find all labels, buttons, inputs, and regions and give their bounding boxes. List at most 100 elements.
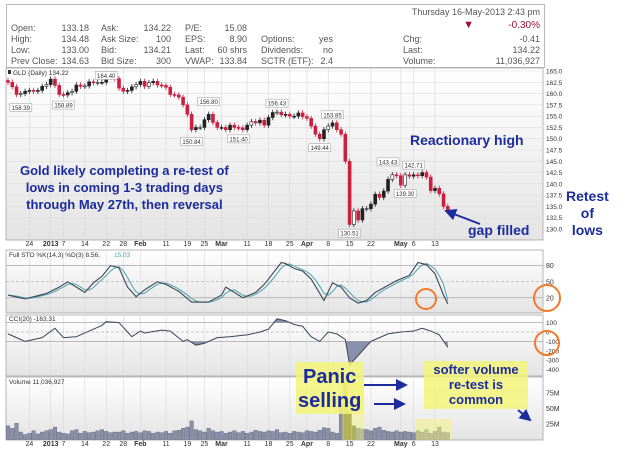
candle-body	[288, 114, 292, 117]
reactionary-high-label: Reactionary high	[410, 132, 524, 148]
volume-bar	[52, 426, 57, 440]
field-value: 2.4	[320, 56, 333, 66]
x-tick-label: 11	[162, 241, 169, 248]
annotation-line: lows in coming 1-3 trading days	[25, 180, 223, 195]
candle-body	[326, 125, 331, 130]
candle-body	[74, 84, 79, 92]
x-tick-label: 19	[183, 241, 191, 248]
y-tick-label: 130.0	[546, 226, 563, 233]
y-tick-label: 147.5	[546, 147, 563, 154]
x-tick-label: 19	[183, 441, 191, 448]
x-tick-label: 7	[62, 241, 66, 248]
candle-body	[283, 114, 288, 116]
candle-body	[164, 85, 168, 88]
volume-bar	[321, 427, 326, 440]
price-label-box	[321, 110, 344, 120]
price-label-box	[402, 160, 425, 170]
y-tick-label: 150.0	[546, 136, 563, 143]
sto-tick-label: 50	[546, 279, 554, 286]
annotation-line: selling	[298, 390, 362, 412]
field-value: 133.18	[61, 23, 89, 33]
field-label: Options:	[261, 34, 295, 44]
volume-bar	[168, 433, 173, 440]
candle-body	[134, 84, 138, 88]
price-label: 142.71	[404, 164, 423, 170]
cci-tick-label: -300	[546, 358, 559, 365]
candle-body	[10, 81, 15, 88]
retest-volume-highlight	[415, 419, 452, 440]
volume-bar	[125, 433, 130, 440]
volume-bar	[245, 433, 250, 440]
candle-body	[53, 78, 57, 86]
candle-body	[19, 93, 23, 95]
volume-bar	[334, 433, 339, 440]
field-value: 134.63	[61, 56, 89, 66]
candle-body	[83, 85, 87, 88]
volume-bar	[159, 432, 164, 440]
volume-bar	[10, 428, 15, 440]
x-tick-label: Mar	[215, 241, 228, 248]
sto-d-line	[7, 263, 449, 303]
candle-body	[377, 193, 382, 198]
price-label: 156.43	[268, 102, 287, 108]
candle-body	[339, 129, 343, 135]
volume-tick-label: 50M	[546, 406, 560, 413]
candle-body	[253, 121, 258, 124]
candle-body	[305, 116, 309, 119]
volume-bar	[253, 430, 258, 440]
volume-bar	[202, 431, 207, 440]
quote-datetime: Thursday 16-May-2013 2:43 pm	[411, 7, 540, 17]
x-tick-label: 25	[286, 241, 294, 248]
volume-bar	[185, 426, 190, 440]
field-label: Volume:	[403, 56, 436, 66]
price-label-box	[94, 71, 118, 80]
field-label: P/E:	[185, 23, 203, 33]
volume-bar	[326, 428, 331, 440]
candle-body	[100, 81, 104, 84]
volume-bar	[215, 431, 220, 440]
field-value: 8.90	[229, 34, 247, 44]
x-tick-label: 24	[25, 441, 33, 448]
volume-bar	[240, 431, 245, 440]
volume-bar	[112, 431, 117, 440]
cci-tick-label: -100	[546, 339, 559, 346]
softer-volume-label: softer volume re-test is common	[424, 362, 528, 407]
volume-bar	[262, 431, 267, 440]
x-tick-label: 7	[62, 441, 66, 448]
field-label: Last:	[403, 45, 423, 55]
candle-body	[300, 112, 305, 117]
candle-body	[130, 86, 134, 91]
candle-body	[189, 114, 194, 130]
volume-bar	[78, 433, 83, 440]
panic-highlight	[296, 362, 364, 414]
price-label: 153.85	[323, 113, 342, 119]
x-tick-label: 11	[162, 441, 169, 448]
price-label: 143.43	[379, 160, 398, 166]
y-tick-label: 145.0	[546, 159, 563, 166]
volume-bar	[257, 431, 262, 440]
field-value: 134.22	[143, 23, 171, 33]
volume-bar	[210, 430, 215, 440]
x-tick-label: 6	[412, 441, 416, 448]
annotation-line: Panic	[303, 366, 357, 388]
candle-body	[343, 133, 348, 162]
annotation-line: Retest	[566, 188, 609, 204]
volume-bar	[181, 428, 186, 440]
y-tick-label: 160.0	[546, 91, 563, 98]
volume-title: Volume 11,036,927	[9, 379, 65, 386]
field-value: 300	[155, 56, 171, 66]
volume-bar	[95, 430, 100, 440]
candle-body	[249, 121, 254, 126]
volume-bar	[14, 423, 19, 440]
volume-bar	[44, 430, 49, 440]
volume-bar	[70, 430, 75, 440]
volume-bar	[48, 429, 53, 440]
candle-body	[399, 175, 403, 186]
candle-body	[36, 90, 40, 92]
candle-body	[352, 210, 356, 225]
price-label-box	[9, 103, 33, 112]
y-tick-label: 157.5	[546, 102, 563, 109]
x-tick-label: 22	[367, 441, 375, 448]
candle-body	[177, 94, 181, 98]
volume-bar	[287, 433, 292, 440]
